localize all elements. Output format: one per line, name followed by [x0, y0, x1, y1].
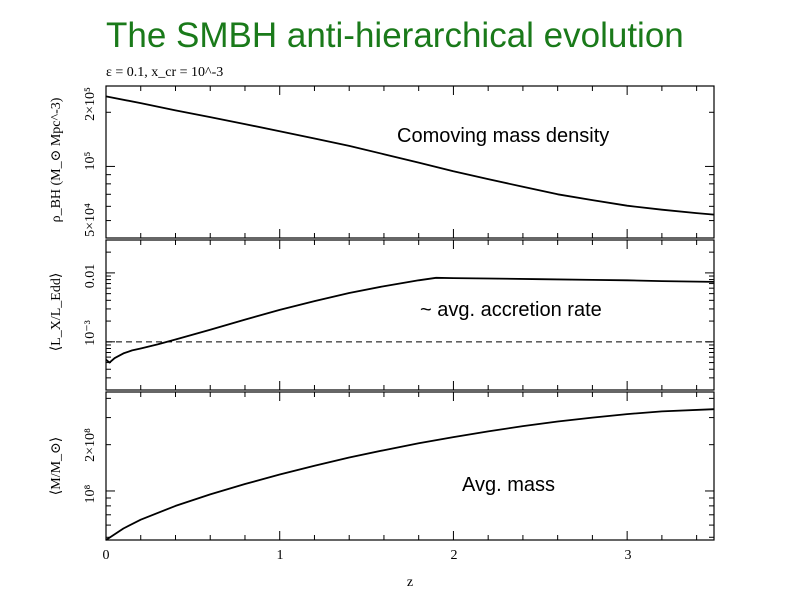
ylabel-middle: ⟨L_X/L_Edd⟩ [49, 273, 64, 352]
xtick-1: 1 [277, 548, 284, 563]
ytick-mid-0.01: 0.01 [83, 264, 98, 289]
xtick-3: 3 [625, 548, 632, 563]
ylabel-top: ρ_BH (M_⊙ Mpc^-3) [49, 97, 64, 222]
ytick-top-1e5: 10⁵ [83, 151, 98, 170]
ytick-mid-1e-3: 10⁻³ [83, 320, 98, 346]
panel-frame-middle [105, 239, 715, 391]
ytick-bot-1e8: 10⁸ [83, 484, 98, 503]
series-line-bottom [105, 408, 715, 541]
xtick-2: 2 [451, 548, 458, 563]
annotation-avg-mass: Avg. mass [462, 474, 555, 496]
series-line-middle [105, 276, 715, 364]
annotation-comoving: Comoving mass density [397, 125, 609, 147]
xtick-0: 0 [103, 548, 110, 563]
x-axis-label: z [407, 575, 413, 590]
ytick-top-2e5: 2×10⁵ [83, 87, 98, 121]
annotation-accretion: ~ avg. accretion rate [420, 299, 602, 321]
ytick-bot-2e8: 2×10⁸ [83, 428, 98, 462]
panel-frame-top [105, 85, 715, 239]
ylabel-bottom: ⟨M/M_⊙⟩ [49, 437, 64, 495]
panel-frame-bottom [105, 391, 715, 541]
slide-title: The SMBH anti-hierarchical evolution [106, 16, 684, 55]
ytick-top-5e4: 5×10⁴ [83, 203, 98, 237]
series-line-top [105, 95, 715, 216]
params-label: ε = 0.1, x_cr = 10^-3 [106, 65, 223, 80]
